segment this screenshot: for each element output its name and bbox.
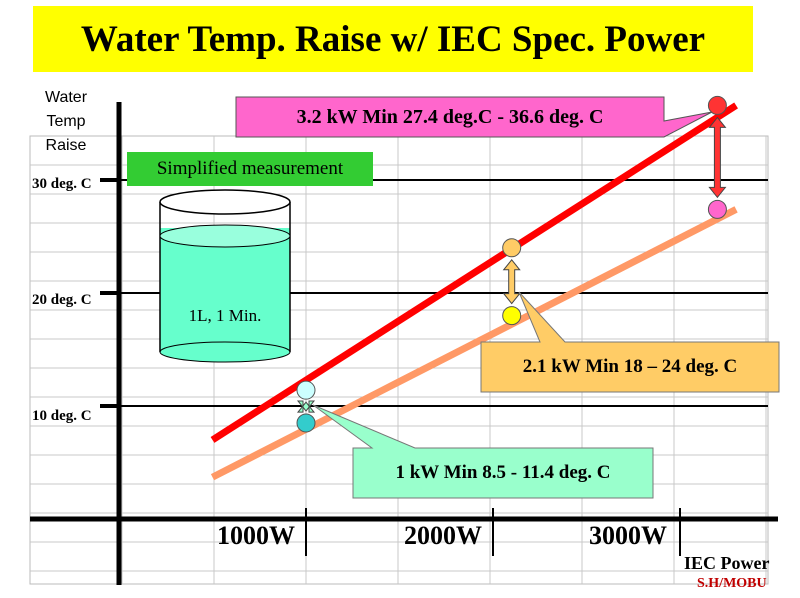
grid (29, 135, 769, 585)
range-arrow (296, 400, 316, 413)
beaker-label: 1L, 1 Min. (188, 306, 262, 325)
point-marker-top (296, 380, 316, 400)
range-arrow (708, 116, 727, 199)
callouts (235, 96, 780, 499)
annotation-1000w: 1 kW Min 8.5 - 11.4 deg. C (395, 462, 611, 483)
y-tick-label: 20 deg. C (32, 292, 92, 308)
range-arrow (502, 258, 521, 305)
chart-title: Water Temp. Raise w/ IEC Spec. Power (33, 6, 753, 72)
point-marker-bottom (502, 306, 522, 326)
point-marker-bottom (707, 199, 727, 219)
series-line-2 (210, 206, 738, 481)
point-marker-top (502, 238, 522, 258)
axes (30, 102, 778, 585)
x-axis-label: IEC Power (684, 553, 770, 573)
callout-box-3200w (235, 96, 713, 138)
markers (296, 95, 727, 433)
note-label: Simplified measurement (127, 152, 373, 186)
y-tick-label: 30 deg. C (32, 176, 92, 192)
callout-box-2100w (480, 291, 780, 393)
y-axis-label: Water Temp Raise (44, 89, 88, 154)
annotation-3200w: 3.2 kW Min 27.4 deg.C - 36.6 deg. C (296, 105, 604, 128)
x-tick-label: 2000W (404, 521, 482, 550)
beaker-illustration (159, 189, 291, 363)
callout-box-1000w (312, 404, 654, 499)
point-marker-bottom (296, 413, 316, 433)
y-tick-label: 10 deg. C (32, 408, 92, 424)
x-tick-label: 3000W (589, 521, 667, 550)
annotation-2100w: 2.1 kW Min 18 – 24 deg. C (522, 356, 738, 377)
point-marker-top (707, 95, 727, 115)
credit-text: S.H/MOBU (697, 576, 767, 591)
x-tick-label: 1000W (217, 521, 295, 550)
